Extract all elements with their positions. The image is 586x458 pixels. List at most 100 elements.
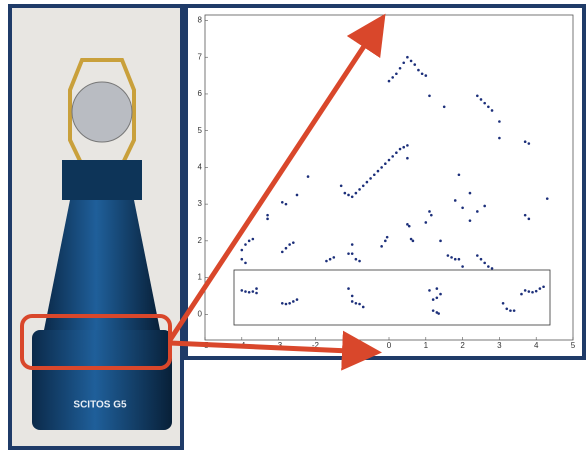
x-tick-label: 4 [534, 341, 539, 350]
point [355, 192, 358, 195]
point [491, 109, 494, 112]
point [351, 300, 354, 303]
point [454, 258, 457, 261]
y-tick-label: 4 [198, 163, 203, 172]
point [546, 197, 549, 200]
point [428, 289, 431, 292]
point [469, 192, 472, 195]
point [351, 195, 354, 198]
point [487, 106, 490, 109]
point [362, 306, 365, 309]
point [458, 173, 461, 176]
point [542, 285, 545, 288]
point [296, 194, 299, 197]
point [281, 302, 284, 305]
point [524, 214, 527, 217]
point [252, 290, 255, 293]
point [373, 173, 376, 176]
point [362, 184, 365, 187]
point [402, 146, 405, 149]
point [430, 214, 433, 217]
point [399, 67, 402, 70]
point [483, 205, 486, 208]
point [266, 214, 269, 217]
point [377, 170, 380, 173]
point [436, 287, 439, 290]
point [384, 162, 387, 165]
x-tick-label: 3 [497, 341, 502, 350]
point [255, 292, 258, 295]
point [406, 56, 409, 59]
point [476, 254, 479, 257]
point [366, 181, 369, 184]
point [480, 98, 483, 101]
point [241, 258, 244, 261]
y-tick-label: 5 [198, 126, 203, 135]
point [528, 290, 531, 293]
x-tick-label: 5 [571, 341, 576, 350]
point [281, 201, 284, 204]
point [329, 258, 332, 261]
point [325, 260, 328, 263]
point [355, 258, 358, 261]
point [285, 247, 288, 250]
point [432, 298, 435, 301]
point [520, 293, 523, 296]
point [531, 291, 534, 294]
point [252, 238, 255, 241]
point [425, 74, 428, 77]
point [285, 203, 288, 206]
point [369, 177, 372, 180]
point [406, 223, 409, 226]
point [413, 63, 416, 66]
point [539, 287, 542, 290]
y-tick-label: 2 [198, 236, 203, 245]
point [513, 309, 516, 312]
point [244, 243, 247, 246]
point [498, 137, 501, 140]
point [395, 72, 398, 75]
point [428, 210, 431, 213]
point [248, 240, 251, 243]
point [241, 289, 244, 292]
point [461, 265, 464, 268]
x-tick-label: 1 [424, 341, 429, 350]
point [469, 219, 472, 222]
point [266, 218, 269, 221]
point [447, 254, 450, 257]
point [386, 236, 389, 239]
point [380, 245, 383, 248]
y-tick-label: 6 [198, 89, 203, 98]
point [432, 309, 435, 312]
point [450, 256, 453, 259]
point [491, 267, 494, 270]
point [410, 60, 413, 63]
y-tick-label: 1 [198, 273, 203, 282]
point [285, 303, 288, 306]
figure: SCITOS G5 -5-4-3-2-1012345012345678 [0, 0, 586, 453]
point [412, 240, 415, 243]
point [292, 300, 295, 303]
y-tick-label: 8 [198, 16, 203, 25]
point [443, 106, 446, 109]
point [402, 61, 405, 64]
point [528, 142, 531, 145]
point [292, 241, 295, 244]
point [288, 302, 291, 305]
point [524, 289, 527, 292]
point [406, 144, 409, 147]
point [439, 293, 442, 296]
point [535, 290, 538, 293]
plot-frame [186, 6, 584, 358]
point [502, 302, 505, 305]
point [505, 307, 508, 310]
point [388, 80, 391, 83]
point [355, 302, 358, 305]
point [454, 199, 457, 202]
point [351, 243, 354, 246]
point [509, 309, 512, 312]
point [384, 240, 387, 243]
point [244, 262, 247, 265]
point [391, 76, 394, 79]
point [358, 303, 361, 306]
